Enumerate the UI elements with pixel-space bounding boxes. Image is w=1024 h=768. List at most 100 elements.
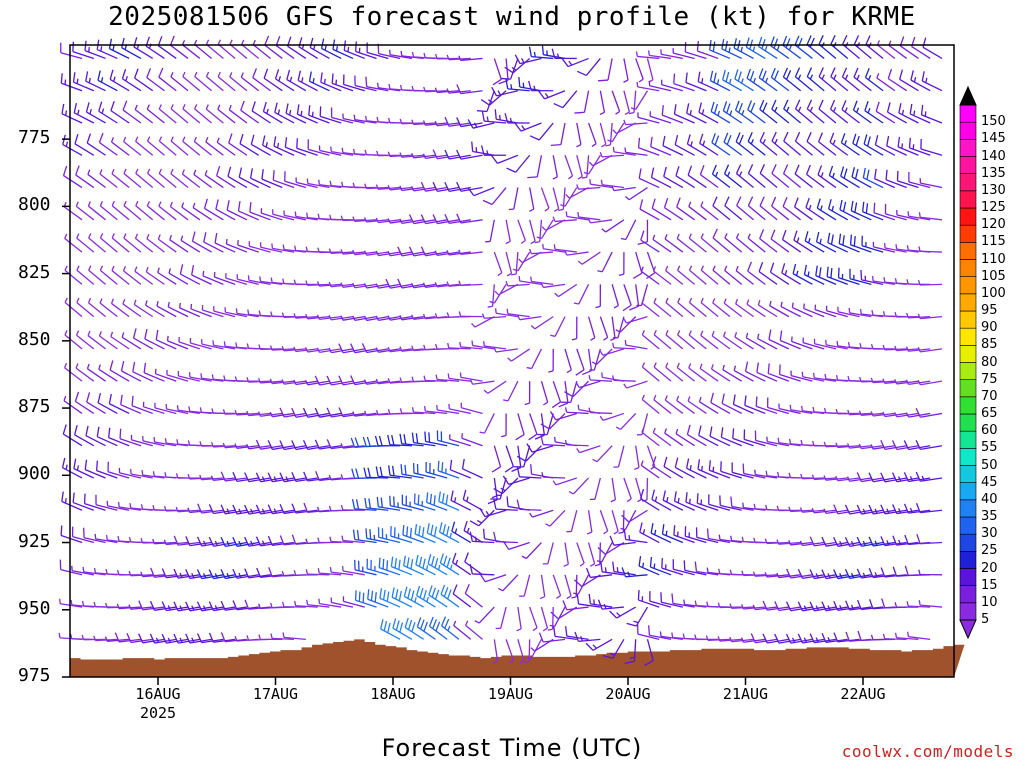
wind-barb (554, 283, 578, 298)
wind-barb (476, 90, 495, 113)
wind-barb (121, 332, 142, 350)
wind-barb (566, 510, 578, 533)
wind-barb (438, 491, 460, 511)
wind-barb (530, 464, 554, 479)
colorbar-swatch (959, 139, 977, 157)
wind-barb (247, 275, 271, 285)
wind-barb (474, 606, 495, 624)
wind-barb (87, 330, 106, 350)
wind-barb (330, 107, 354, 124)
wind-barb (111, 168, 130, 189)
wind-barb (63, 395, 83, 414)
wind-barb (759, 164, 778, 189)
wind-barb (663, 197, 684, 221)
plot-frame (69, 44, 955, 678)
wind-barb (540, 380, 549, 406)
wind-barb (829, 99, 849, 124)
wind-barb (274, 102, 295, 124)
wind-barb (709, 426, 731, 447)
wind-barb (72, 72, 95, 92)
wind-barb (169, 201, 189, 221)
wind-barb (154, 368, 177, 382)
wind-barb (640, 230, 660, 253)
wind-barb (708, 494, 731, 511)
wind-barb (62, 165, 83, 189)
wind-barb (851, 167, 872, 189)
wind-barb (589, 477, 601, 501)
wind-barb (225, 238, 248, 253)
wind-barb (354, 559, 377, 576)
wind-barb (376, 82, 401, 92)
colorbar-label: 40 (981, 491, 998, 507)
wind-barb (85, 71, 106, 92)
wind-barb (718, 534, 742, 544)
wind-barb (107, 461, 130, 479)
wind-barb (848, 307, 872, 318)
wind-barb (620, 219, 637, 241)
wind-barb (155, 329, 177, 350)
wind-barb (342, 113, 365, 124)
wind-barb (646, 58, 654, 83)
wind-barb (391, 587, 413, 608)
wind-barb (711, 133, 731, 156)
wind-barb (237, 240, 259, 253)
wind-barb (885, 169, 907, 189)
wind-barb (166, 369, 189, 382)
wind-barb (389, 49, 412, 60)
wind-barb (296, 104, 318, 124)
wind-barb (134, 233, 154, 253)
wind-barb (181, 169, 201, 189)
wind-barb (676, 362, 696, 382)
wind-barb (628, 90, 637, 115)
wind-barb (87, 169, 106, 189)
wind-barb (249, 168, 271, 189)
wind-barb (340, 504, 365, 511)
wind-barb (551, 48, 577, 60)
wind-barb (122, 266, 142, 285)
wind-barb (400, 464, 424, 479)
wind-barb (284, 171, 307, 189)
wind-barb (565, 211, 589, 221)
wind-barb (530, 276, 554, 285)
wind-barb (720, 427, 742, 447)
wind-barb (600, 179, 625, 189)
wind-barb (637, 219, 649, 245)
wind-barb (97, 70, 118, 92)
wind-barb (120, 360, 142, 382)
wind-barb (480, 90, 507, 106)
wind-barb (673, 104, 695, 124)
wind-barb (177, 371, 200, 382)
wind-barb (548, 348, 554, 373)
wind-barb (108, 393, 130, 415)
colorbar-swatch (959, 242, 977, 260)
wind-barb (62, 424, 83, 447)
wind-barb (660, 49, 683, 60)
wind-barb (918, 569, 943, 576)
wind-barb (676, 197, 695, 221)
wind-barb (98, 331, 118, 350)
wind-barb (76, 233, 95, 253)
wind-barb (635, 58, 644, 83)
wind-barb (591, 348, 613, 366)
wind-barb (650, 167, 672, 189)
wind-barb (493, 531, 518, 544)
wind-barb (653, 297, 672, 318)
wind-barb (423, 375, 448, 382)
wind-barb (637, 137, 660, 156)
wind-barb (74, 134, 95, 156)
wind-barb (552, 477, 577, 486)
wind-barb (458, 249, 483, 256)
wind-barb (157, 234, 177, 253)
wind-barb (506, 308, 530, 318)
wind-barb (917, 346, 943, 353)
wind-barb (711, 164, 731, 189)
wind-barb (193, 169, 212, 189)
wind-barb (169, 35, 189, 59)
wind-barb (841, 100, 860, 124)
wind-barb (862, 167, 884, 189)
wind-barb (919, 178, 943, 189)
wind-barb (436, 404, 460, 415)
wind-barb (258, 634, 283, 640)
x-tick-label: 16AUG (135, 685, 181, 703)
wind-barb (651, 198, 672, 221)
